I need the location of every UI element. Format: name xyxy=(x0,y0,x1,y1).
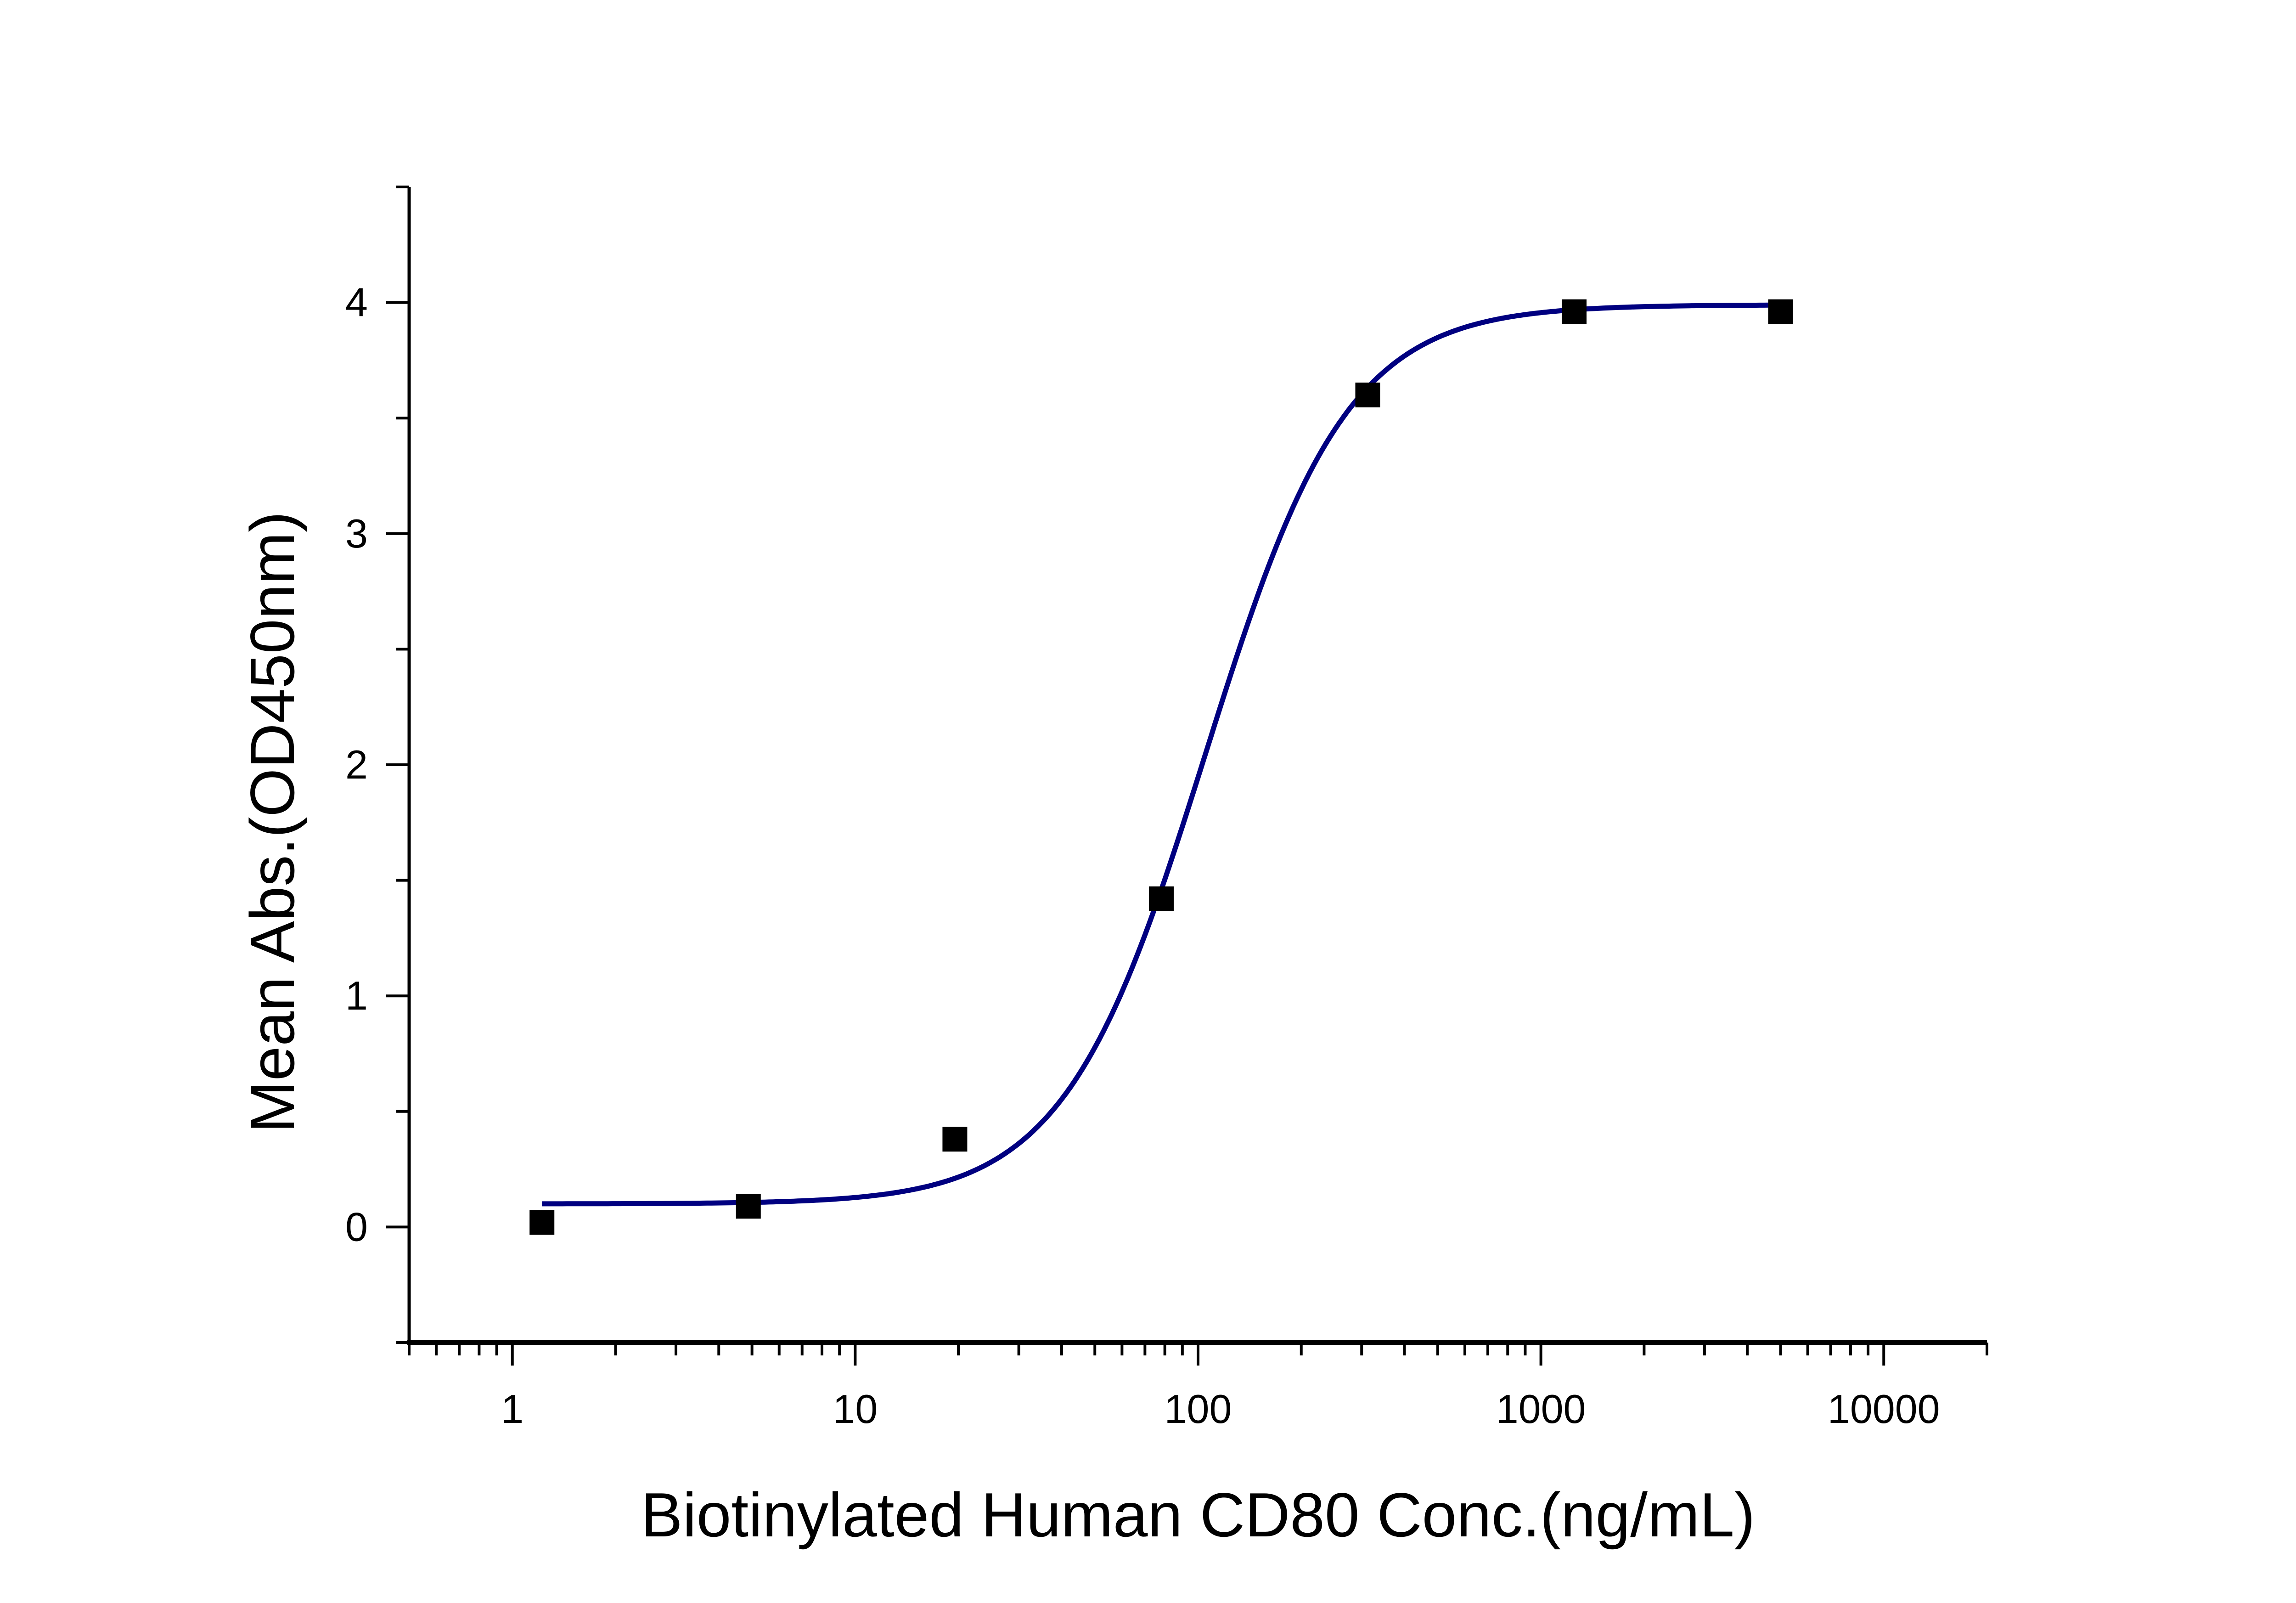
x-tick-label: 1000 xyxy=(1496,1386,1586,1432)
y-tick-label: 2 xyxy=(345,742,368,787)
y-axis-label: Mean Abs.(OD450nm) xyxy=(237,511,307,1133)
x-tick-label: 100 xyxy=(1165,1386,1232,1432)
x-axis-label: Biotinylated Human CD80 Conc.(ng/mL) xyxy=(641,1480,1755,1550)
y-tick-label: 4 xyxy=(345,280,368,325)
axes xyxy=(407,187,1987,1345)
ticks: 0 1 2 3 4 1 10 100 1000 10000 xyxy=(345,186,1988,1432)
x-tick-label: 1 xyxy=(501,1386,523,1432)
marks xyxy=(529,299,1793,1235)
y-tick-label: 1 xyxy=(345,973,368,1018)
data-point xyxy=(1355,382,1380,407)
data-point xyxy=(942,1127,968,1152)
x-tick-label: 10 xyxy=(833,1386,878,1432)
y-tick-label: 0 xyxy=(345,1204,368,1249)
y-tick-label: 3 xyxy=(345,511,368,556)
data-point xyxy=(1561,299,1587,324)
x-tick-label: 10000 xyxy=(1828,1386,1940,1432)
data-point xyxy=(736,1194,761,1219)
data-point xyxy=(529,1210,555,1235)
fit-curve xyxy=(542,302,1781,1207)
data-point xyxy=(1768,299,1793,324)
data-point xyxy=(1148,886,1174,911)
